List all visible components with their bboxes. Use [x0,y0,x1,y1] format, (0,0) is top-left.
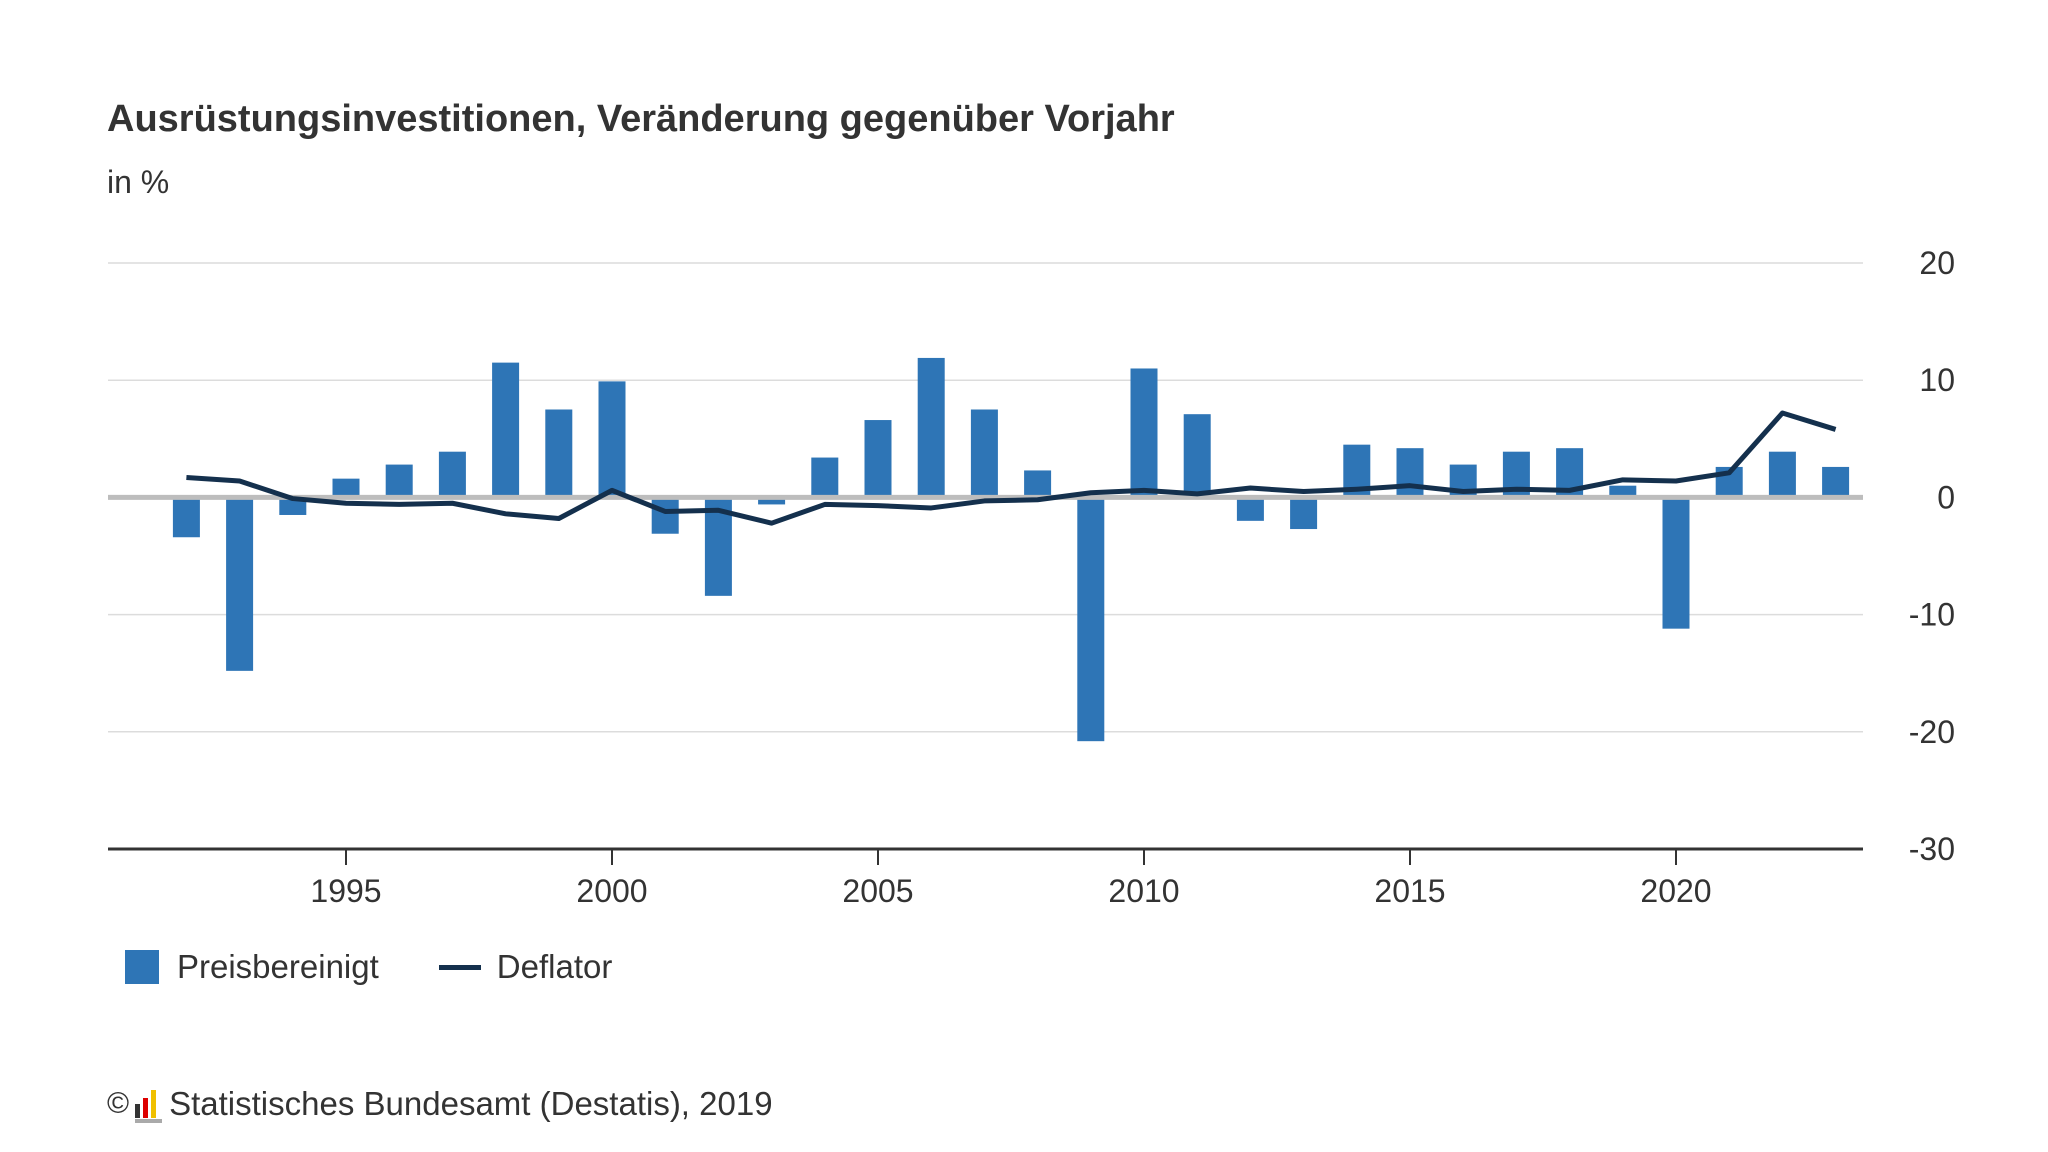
bar-2009 [1077,497,1105,742]
chart-subtitle: in % [107,164,170,200]
source-text: Statistisches Bundesamt (Destatis), 2019 [169,1085,773,1122]
bar-2005 [864,420,892,498]
bar-1994 [279,497,307,515]
y-tick-label: 0 [1937,479,1955,515]
x-tick-label: 2005 [842,873,913,909]
bar-2006 [917,357,945,498]
x-tick-label: 2010 [1108,873,1179,909]
bar-2007 [970,409,998,498]
bar-2022 [1768,451,1796,498]
chart-title: Ausrüstungsinvestitionen, Veränderung ge… [107,98,1175,140]
y-tick-label: -30 [1909,831,1955,867]
bar-2023 [1822,466,1850,498]
bar-2004 [811,457,839,498]
y-tick-label: -20 [1909,714,1955,750]
bar-2020 [1662,497,1690,629]
bar-1996 [385,464,413,498]
bar-1995 [332,478,360,498]
copyright-icon: © [107,1087,130,1120]
bar-2003 [758,497,786,505]
bar-1993 [226,497,254,671]
legend-swatch-bar [125,950,159,984]
bar-1997 [438,451,466,498]
y-tick-label: 20 [1919,245,1955,281]
bar-2000 [598,381,626,498]
bar-2012 [1236,497,1264,521]
x-tick-label: 2015 [1374,873,1445,909]
bar-1999 [545,409,573,498]
bar-2008 [1024,470,1052,498]
bar-2013 [1290,497,1318,530]
bar-2001 [651,497,679,534]
legend-swatch-line [438,964,481,970]
bar-2019 [1609,485,1637,498]
legend-label-deflator: Deflator [496,948,613,985]
bar-1998 [492,362,520,498]
x-tick-label: 2000 [576,873,647,909]
bar-2010 [1130,368,1158,498]
legend-label-preisbereinigt: Preisbereinigt [177,948,379,985]
bar-1992 [172,497,200,538]
footer: © Statistisches Bundesamt (Destatis), 20… [107,1085,773,1123]
destatis-logo-icon [135,1090,163,1123]
y-tick-label: 10 [1919,362,1955,398]
bar-2011 [1183,414,1211,498]
x-tick-label: 2020 [1640,873,1711,909]
deflator-line [186,410,1837,526]
x-tick-label: 1995 [310,873,381,909]
legend: Preisbereinigt Deflator [125,948,612,986]
y-tick-label: -10 [1909,597,1955,633]
bar-2015 [1396,448,1424,498]
